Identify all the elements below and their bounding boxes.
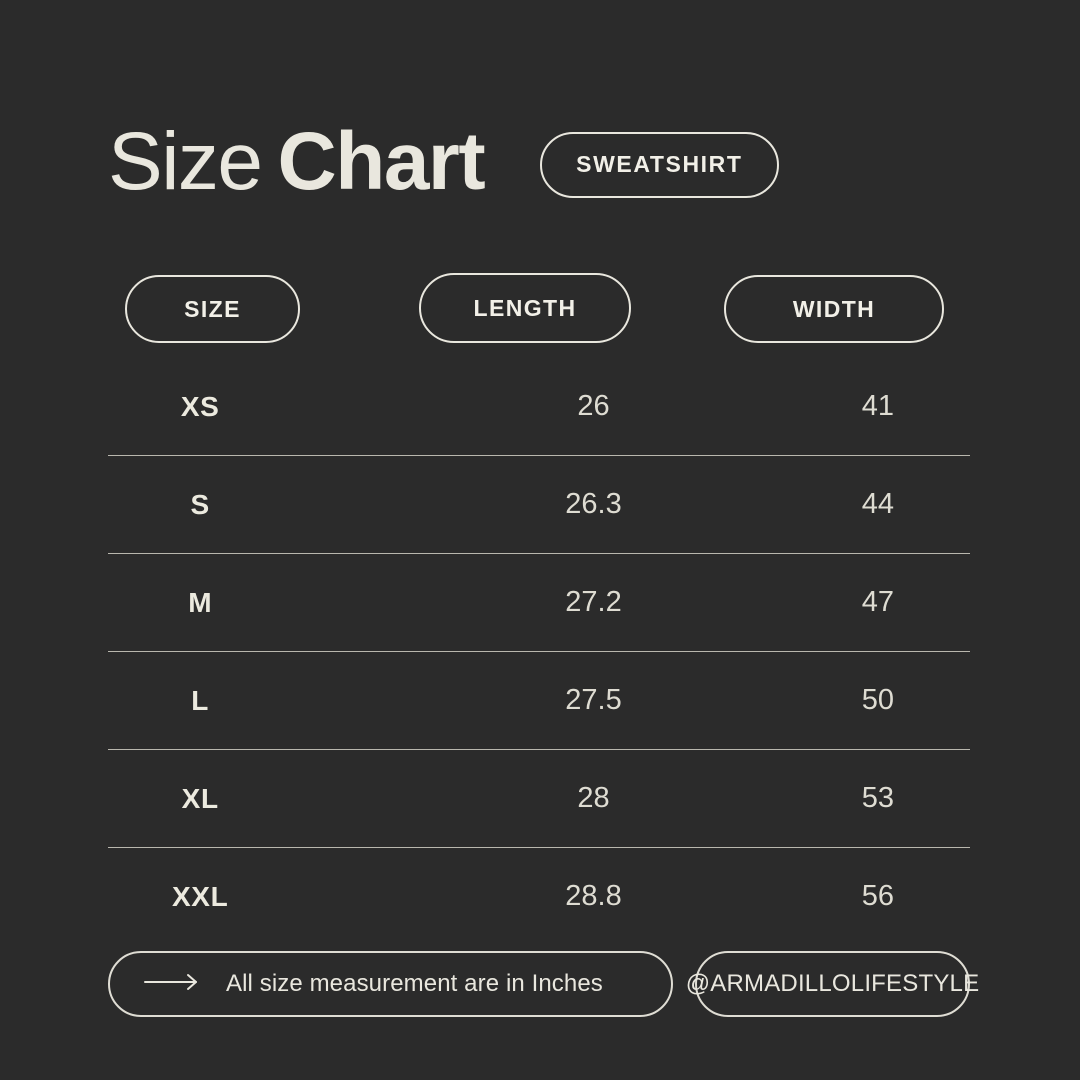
cell-size: M — [188, 586, 213, 618]
footer: All size measurement are in Inches @ARMA… — [108, 951, 979, 1017]
cell-length: 26 — [577, 390, 610, 422]
measurement-note: All size measurement are in Inches — [108, 951, 673, 1017]
page-title: Size Chart — [108, 116, 486, 207]
cell-width: 53 — [861, 782, 894, 814]
table-row: L 27.5 50 — [108, 651, 970, 749]
page-title-light: Size — [108, 116, 263, 207]
table-row: XXL 28.8 56 — [108, 847, 970, 945]
table-row: M 27.2 47 — [108, 553, 970, 651]
table-row: XL 28 53 — [108, 749, 970, 847]
measurement-note-text: All size measurement are in Inches — [226, 970, 603, 997]
cell-width: 56 — [861, 880, 894, 912]
cell-size: L — [191, 684, 210, 716]
column-headers: SIZE LENGTH WIDTH — [108, 273, 970, 343]
cell-width: 47 — [861, 586, 894, 618]
cell-length: 26.3 — [565, 488, 622, 520]
cell-width: 44 — [861, 488, 894, 520]
cell-width: 41 — [861, 390, 894, 422]
cell-size: S — [190, 488, 210, 520]
cell-size: XS — [180, 390, 220, 422]
cell-width: 50 — [861, 684, 894, 716]
cell-length: 28.8 — [565, 880, 622, 912]
table-row: XS 26 41 — [108, 358, 970, 455]
cell-length: 28 — [577, 782, 610, 814]
product-type-badge[interactable]: SWEATSHIRT — [540, 132, 779, 198]
cell-length: 27.2 — [565, 586, 622, 618]
page-title-bold: Chart — [277, 116, 486, 207]
cell-size: XL — [181, 782, 219, 814]
size-table: XS 26 41 S 26.3 44 M 27.2 47 L 27.5 50 X… — [108, 358, 970, 945]
table-row: S 26.3 44 — [108, 455, 970, 553]
column-header-length: LENGTH — [419, 273, 631, 343]
header: Size Chart SWEATSHIRT — [108, 112, 970, 212]
brand-handle[interactable]: @ARMADILLOLIFESTYLE — [686, 951, 979, 1017]
arrow-right-icon — [144, 973, 202, 996]
column-header-size: SIZE — [125, 275, 300, 343]
column-header-width: WIDTH — [724, 275, 944, 343]
cell-size: XXL — [172, 880, 229, 912]
cell-length: 27.5 — [565, 684, 622, 716]
